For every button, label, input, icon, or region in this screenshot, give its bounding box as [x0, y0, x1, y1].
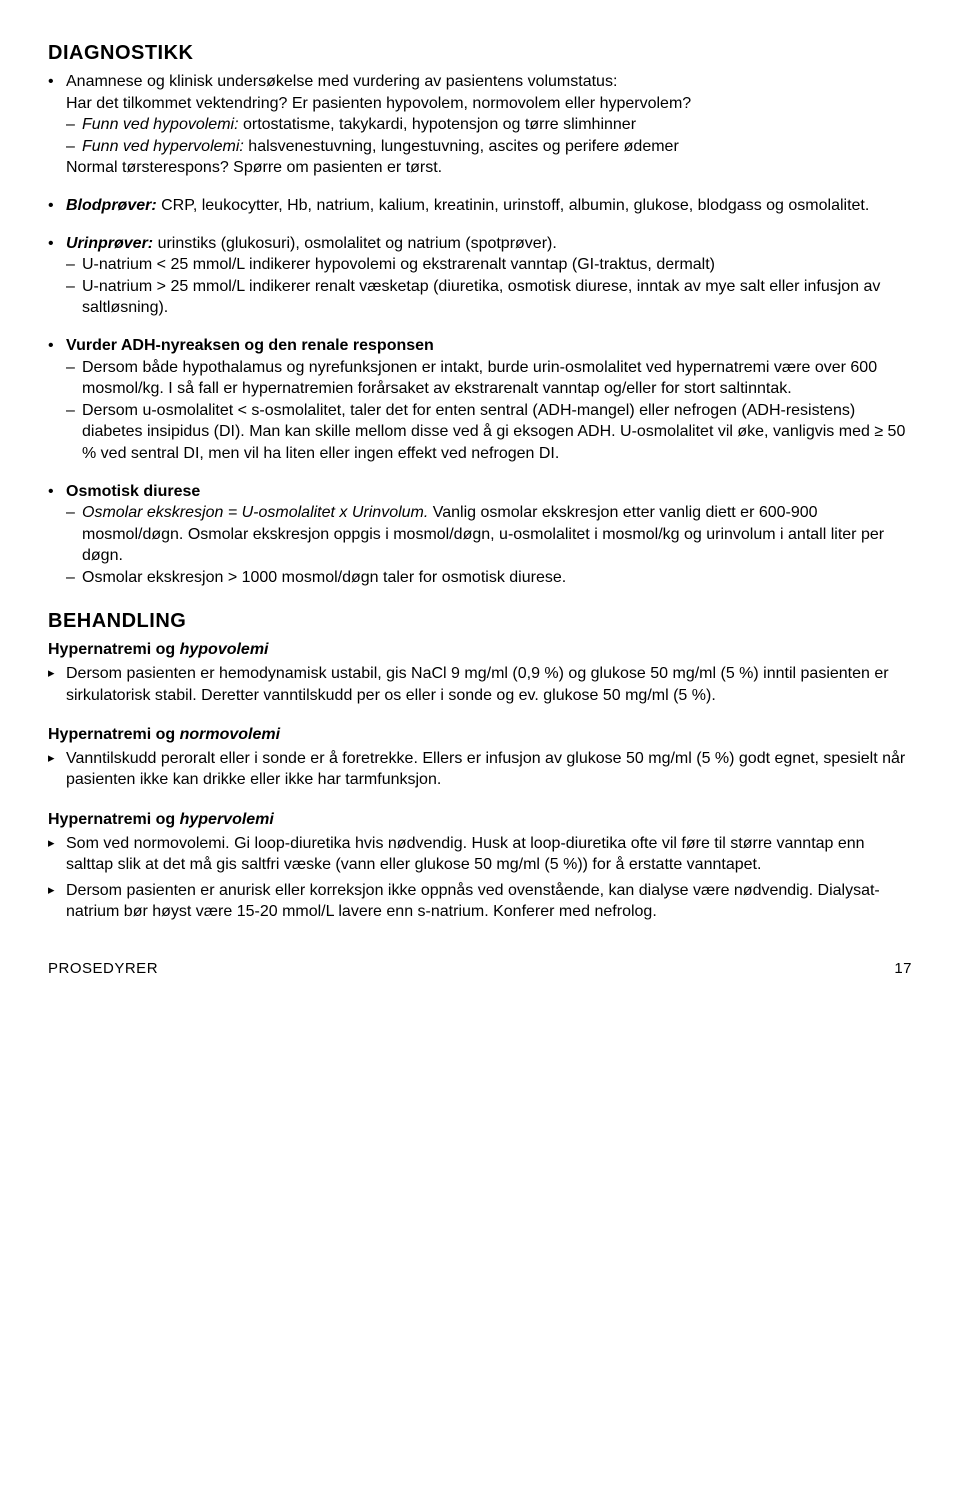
- sub-heading: Vurder ADH-nyreaksen og den renale respo…: [66, 335, 912, 357]
- diag-item-urinprover: Urinprøver: urinstiks (glukosuri), osmol…: [48, 233, 912, 319]
- text-span: CRP, leukocytter, Hb, natrium, kalium, k…: [157, 197, 870, 214]
- heading-diagnostikk: DIAGNOSTIKK: [48, 40, 912, 67]
- dash-item: U-natrium > 25 mmol/L indikerer renalt v…: [66, 276, 912, 319]
- dash-item: Osmolar ekskresjon = U-osmolalitet x Uri…: [66, 502, 912, 567]
- footer-section-label: PROSEDYRER: [48, 959, 158, 979]
- page-footer: PROSEDYRER 17: [48, 959, 912, 979]
- dash-item: Osmolar ekskresjon > 1000 mosmol/døgn ta…: [66, 567, 912, 589]
- text-span: halsvenestuvning, lungestuvning, ascites…: [244, 138, 679, 155]
- heading-behandling: BEHANDLING: [48, 608, 912, 635]
- arrow-item: Vanntilskudd peroralt eller i sonde er å…: [48, 748, 912, 791]
- diag-item-anamnese: Anamnese og klinisk undersøkelse med vur…: [48, 71, 912, 179]
- dash-item: Dersom både hypothalamus og nyrefunksjon…: [66, 357, 912, 400]
- beh-group-hypovolemi: Hypernatremi og hypovolemi Dersom pasien…: [48, 639, 912, 706]
- dash-item: U-natrium < 25 mmol/L indikerer hypovole…: [66, 254, 912, 276]
- italic-span: hypervolemi: [180, 811, 274, 828]
- lead-bolditalic: Blodprøver:: [66, 197, 157, 214]
- text-line: Urinprøver: urinstiks (glukosuri), osmol…: [66, 233, 912, 255]
- lead-italic: Funn ved hypervolemi:: [82, 138, 244, 155]
- arrow-item: Dersom pasienten er anurisk eller korrek…: [48, 880, 912, 923]
- diag-item-osmotisk: Osmotisk diurese Osmolar ekskresjon = U-…: [48, 481, 912, 589]
- italic-span: hypovolemi: [180, 641, 269, 658]
- beh-group-hypervolemi: Hypernatremi og hypervolemi Som ved norm…: [48, 809, 912, 923]
- diag-item-adh: Vurder ADH-nyreaksen og den renale respo…: [48, 335, 912, 465]
- beh-group-normovolemi: Hypernatremi og normovolemi Vanntilskudd…: [48, 724, 912, 791]
- sub-heading: Hypernatremi og normovolemi: [48, 724, 912, 746]
- lead-italic: Osmolar ekskresjon = U-osmolalitet x Uri…: [82, 504, 428, 521]
- lead-bolditalic: Urinprøver:: [66, 235, 153, 252]
- text-span: Hypernatremi og: [48, 811, 180, 828]
- dash-item: Dersom u-osmolalitet < s-osmolalitet, ta…: [66, 400, 912, 465]
- text-line: Har det tilkommet vektendring? Er pasien…: [66, 93, 912, 115]
- sub-heading: Osmotisk diurese: [66, 481, 912, 503]
- dash-item: Funn ved hypervolemi: halsvenestuvning, …: [66, 136, 912, 158]
- italic-span: normovolemi: [180, 726, 280, 743]
- page-number: 17: [894, 959, 912, 979]
- dash-item: Funn ved hypovolemi: ortostatisme, takyk…: [66, 114, 912, 136]
- text-span: Hypernatremi og: [48, 641, 180, 658]
- arrow-item: Som ved normovolemi. Gi loop-diuretika h…: [48, 833, 912, 876]
- sub-heading: Hypernatremi og hypervolemi: [48, 809, 912, 831]
- text-span: ortostatisme, takykardi, hypotensjon og …: [239, 116, 637, 133]
- text-span: urinstiks (glukosuri), osmolalitet og na…: [153, 235, 557, 252]
- text-line: Anamnese og klinisk undersøkelse med vur…: [66, 71, 912, 93]
- text-span: Hypernatremi og: [48, 726, 180, 743]
- sub-heading: Hypernatremi og hypovolemi: [48, 639, 912, 661]
- diagnostikk-list: Anamnese og klinisk undersøkelse med vur…: [48, 71, 912, 588]
- text-line: Normal tørsterespons? Spørre om pasiente…: [66, 157, 912, 179]
- diag-item-blodprover: Blodprøver: CRP, leukocytter, Hb, natriu…: [48, 195, 912, 217]
- arrow-item: Dersom pasienten er hemodynamisk ustabil…: [48, 663, 912, 706]
- lead-italic: Funn ved hypovolemi:: [82, 116, 239, 133]
